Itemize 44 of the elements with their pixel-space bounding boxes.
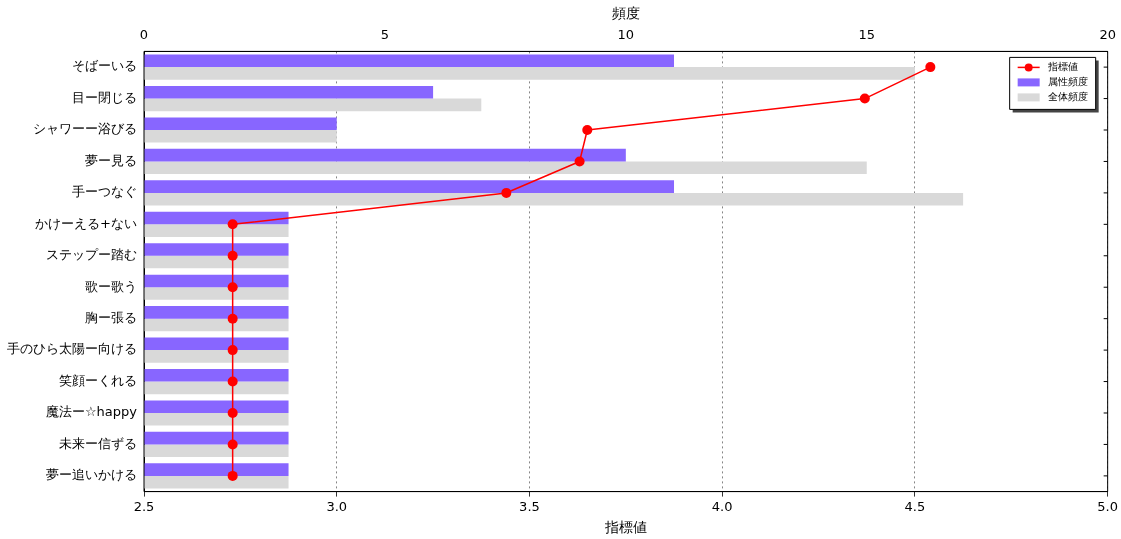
point [227, 376, 238, 387]
y-tick-label: 未来ー信ずる [59, 435, 137, 451]
x2-tick-label: 20 [1099, 26, 1116, 42]
y-tick-label: 手ーつなぐ [72, 184, 137, 200]
legend-label: 指標値 [1046, 60, 1078, 72]
x-tick-label: 2.5 [133, 498, 155, 514]
point [501, 187, 512, 198]
point [227, 345, 238, 356]
point [227, 282, 238, 293]
y-tick-label: 夢ー見る [85, 152, 137, 168]
legend-label: 属性頻度 [1047, 75, 1088, 87]
y-tick-label: ステップー踏む [46, 247, 137, 263]
y-tick-label: 夢ー追いかける [46, 467, 137, 483]
y-tick-label: 笑顔ーくれる [59, 372, 137, 388]
x2-tick-label: 10 [617, 26, 635, 42]
point [227, 250, 238, 261]
y-tick-label: 胸ー張る [85, 310, 137, 326]
x-tick-label: 4.0 [711, 498, 733, 514]
y-tick-label: 目ー閉じる [72, 89, 137, 105]
point [227, 407, 238, 418]
point [227, 470, 238, 481]
legend-label: 全体頻度 [1047, 90, 1088, 102]
point [227, 439, 238, 450]
x-axis-title: 指標値 [603, 519, 647, 536]
y-tick-label: シャワーー浴びる [33, 121, 137, 137]
point [227, 313, 238, 324]
x2-tick-label: 5 [380, 26, 390, 42]
point [574, 156, 585, 167]
x2-tick-label: 15 [858, 26, 876, 42]
y-tick-label: かけーえる+ない [35, 215, 137, 231]
x2-axis-title: 頻度 [611, 5, 640, 22]
y-tick-label: 歌ー歌う [85, 278, 137, 294]
x2-tick-label: 0 [139, 26, 149, 42]
point [925, 62, 936, 73]
point [227, 219, 238, 230]
point [859, 93, 870, 104]
x-tick-label: 3.5 [519, 498, 540, 514]
x-tick-label: 3.0 [326, 498, 348, 514]
x-tick-label: 4.5 [904, 498, 926, 514]
point [582, 125, 593, 136]
x-tick-label: 5.0 [1097, 498, 1119, 514]
y-tick-label: 魔法ー☆happy [45, 404, 138, 420]
y-tick-label: そばーいる [72, 58, 137, 74]
y-tick-label: 手のひら太陽ー向ける [7, 341, 137, 357]
